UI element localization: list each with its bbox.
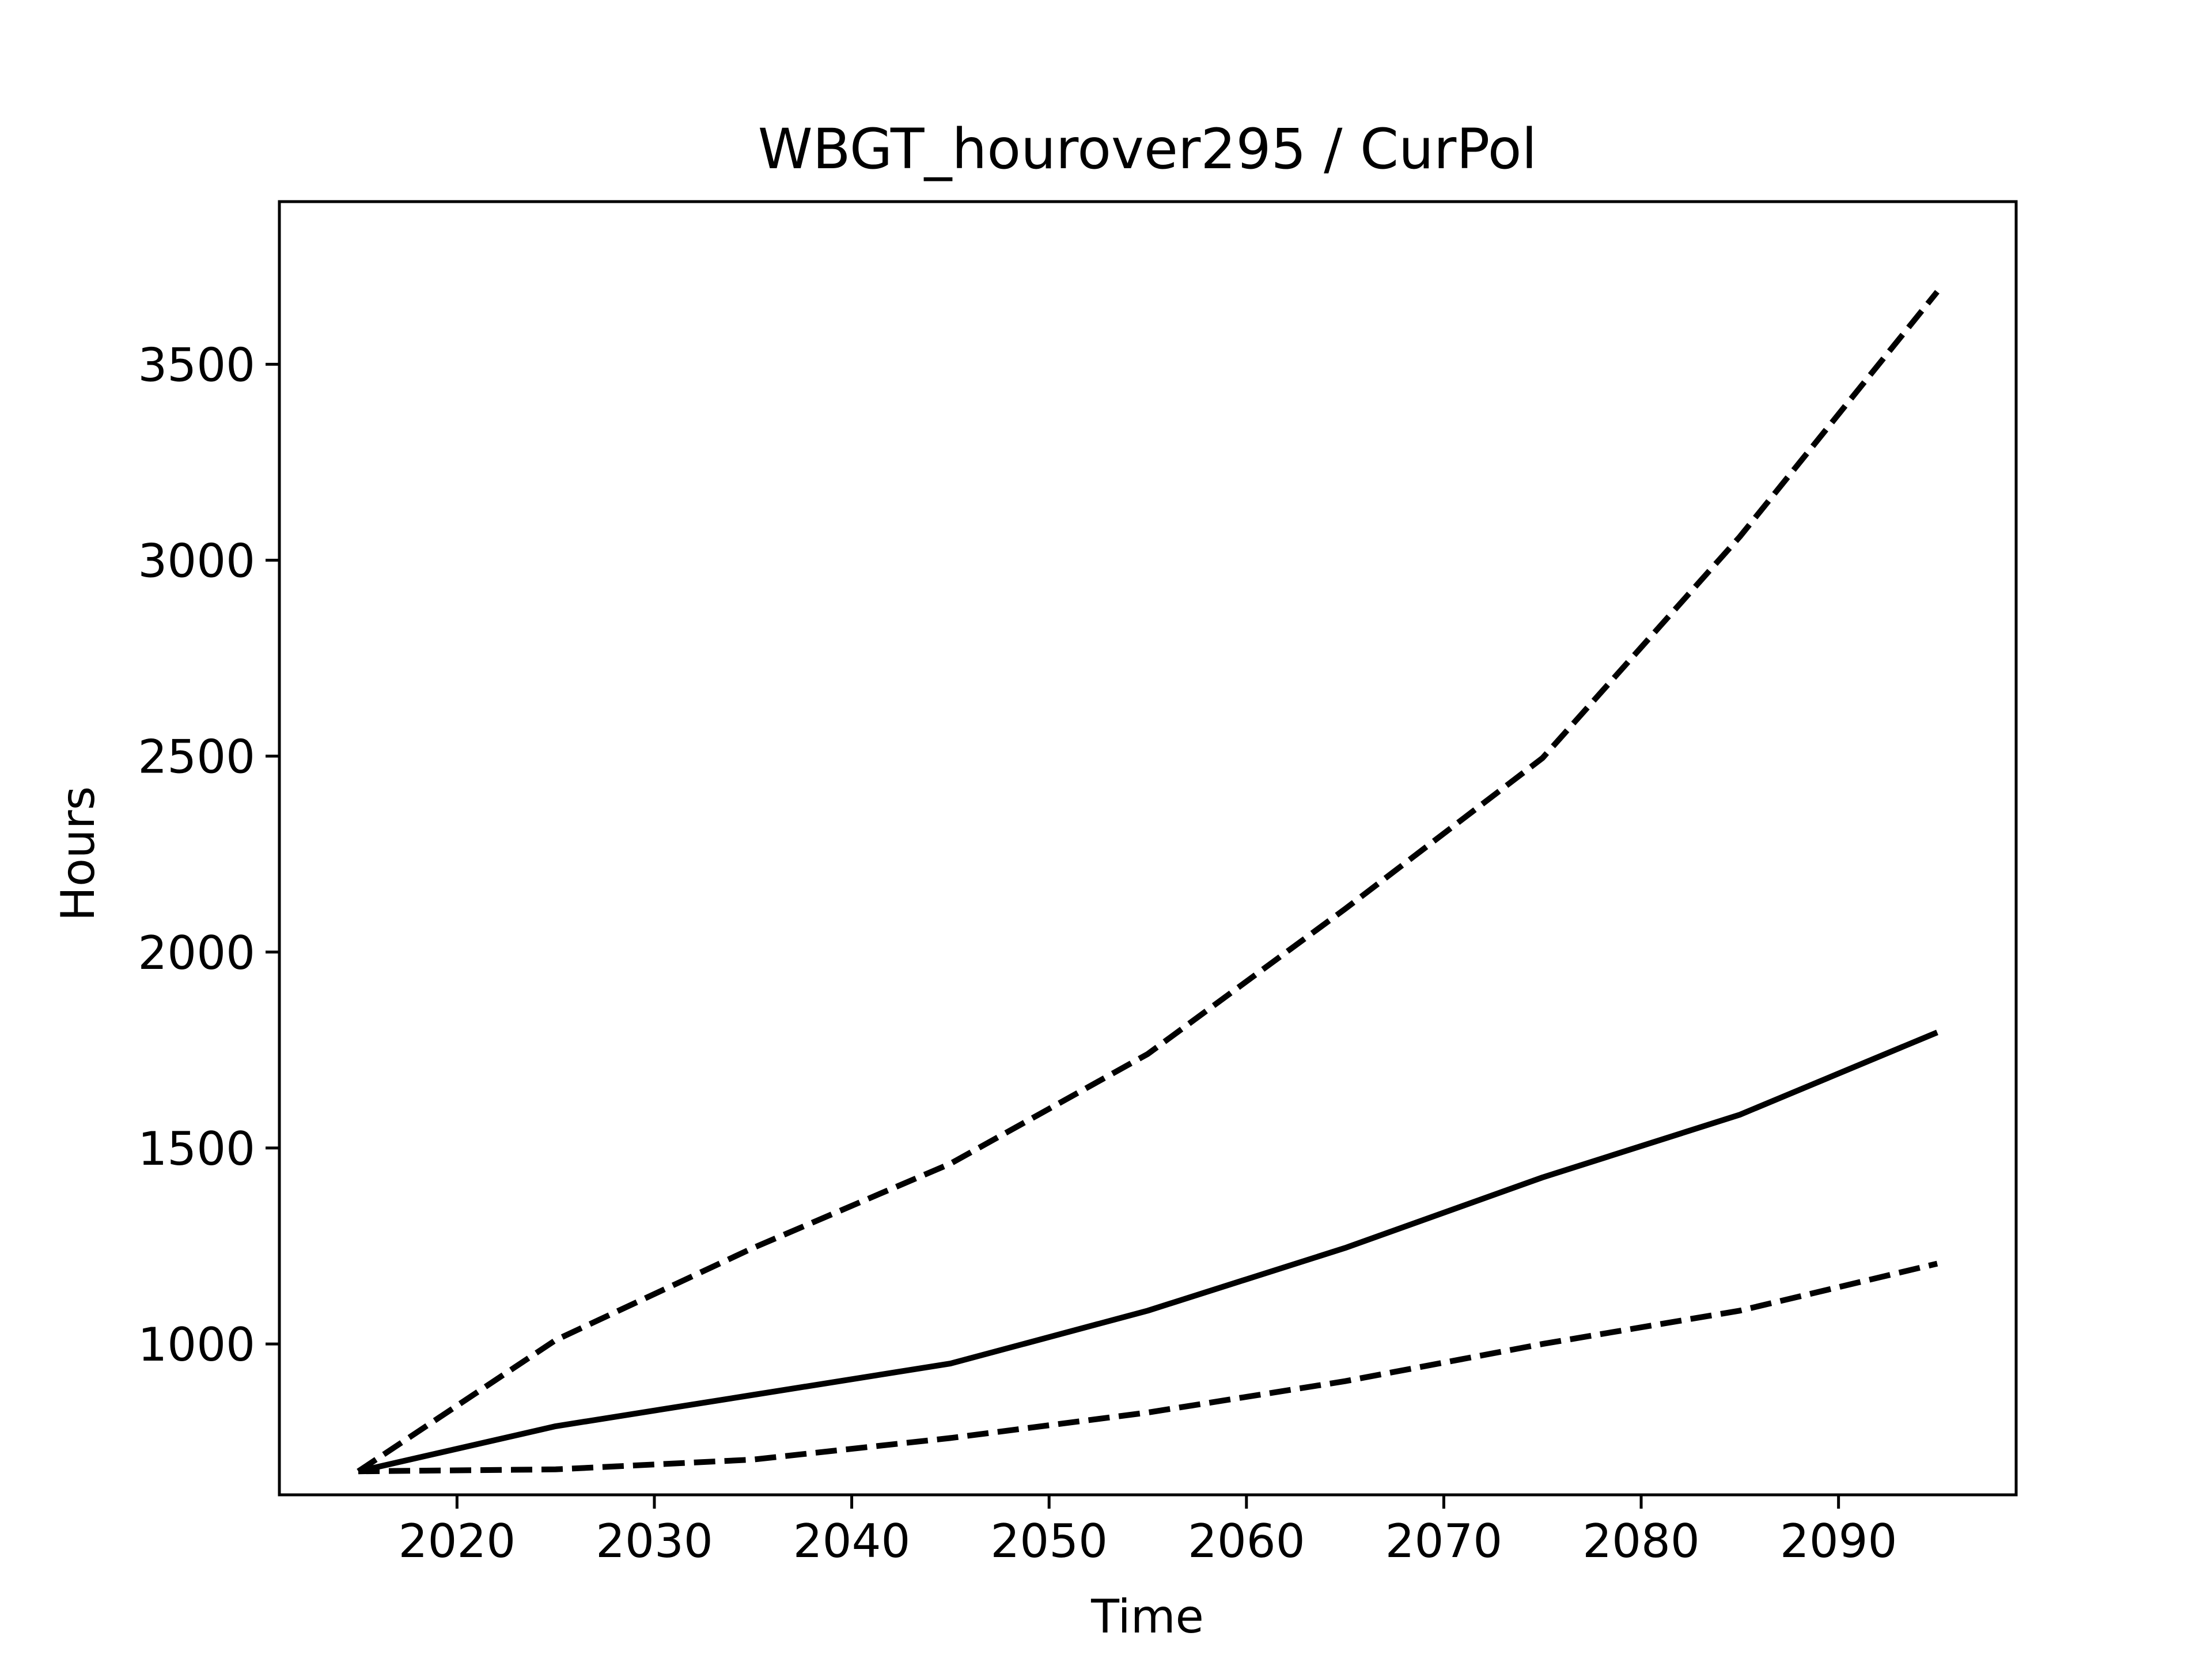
- series-line-2-solid: [357, 1029, 1938, 1475]
- x-tick-label: 2070: [1385, 1514, 1503, 1568]
- y-tick-label: 3000: [138, 534, 255, 588]
- axes-frame: [278, 200, 2018, 1497]
- x-tick-label: 2080: [1582, 1514, 1700, 1568]
- y-tick-label: 2000: [138, 926, 255, 980]
- series-line-3-dashed: [358, 1260, 1938, 1475]
- x-tick-label: 2040: [793, 1514, 911, 1568]
- y-tick-label: 3500: [138, 338, 255, 392]
- plot-area: 2020 2030 2040 2050 2060 2070 2080 2090 1000 1500…: [138, 200, 2018, 1568]
- chart-title: WBGT_hourover295 / CurPol: [758, 117, 1537, 181]
- series-line-1-dashed: [357, 290, 1940, 1474]
- y-tick-label: 2500: [138, 730, 255, 784]
- x-tick-label: 2060: [1188, 1514, 1305, 1568]
- x-axis-label: Time: [1090, 1590, 1204, 1643]
- y-axis-label: Hours: [51, 786, 105, 921]
- x-tick-label: 2050: [990, 1514, 1108, 1568]
- x-tick-label: 2020: [399, 1514, 516, 1568]
- x-tick-label: 2030: [596, 1514, 713, 1568]
- y-tick-label: 1000: [138, 1318, 255, 1372]
- y-tick-label: 1500: [138, 1122, 255, 1176]
- x-tick-label: 2090: [1780, 1514, 1897, 1568]
